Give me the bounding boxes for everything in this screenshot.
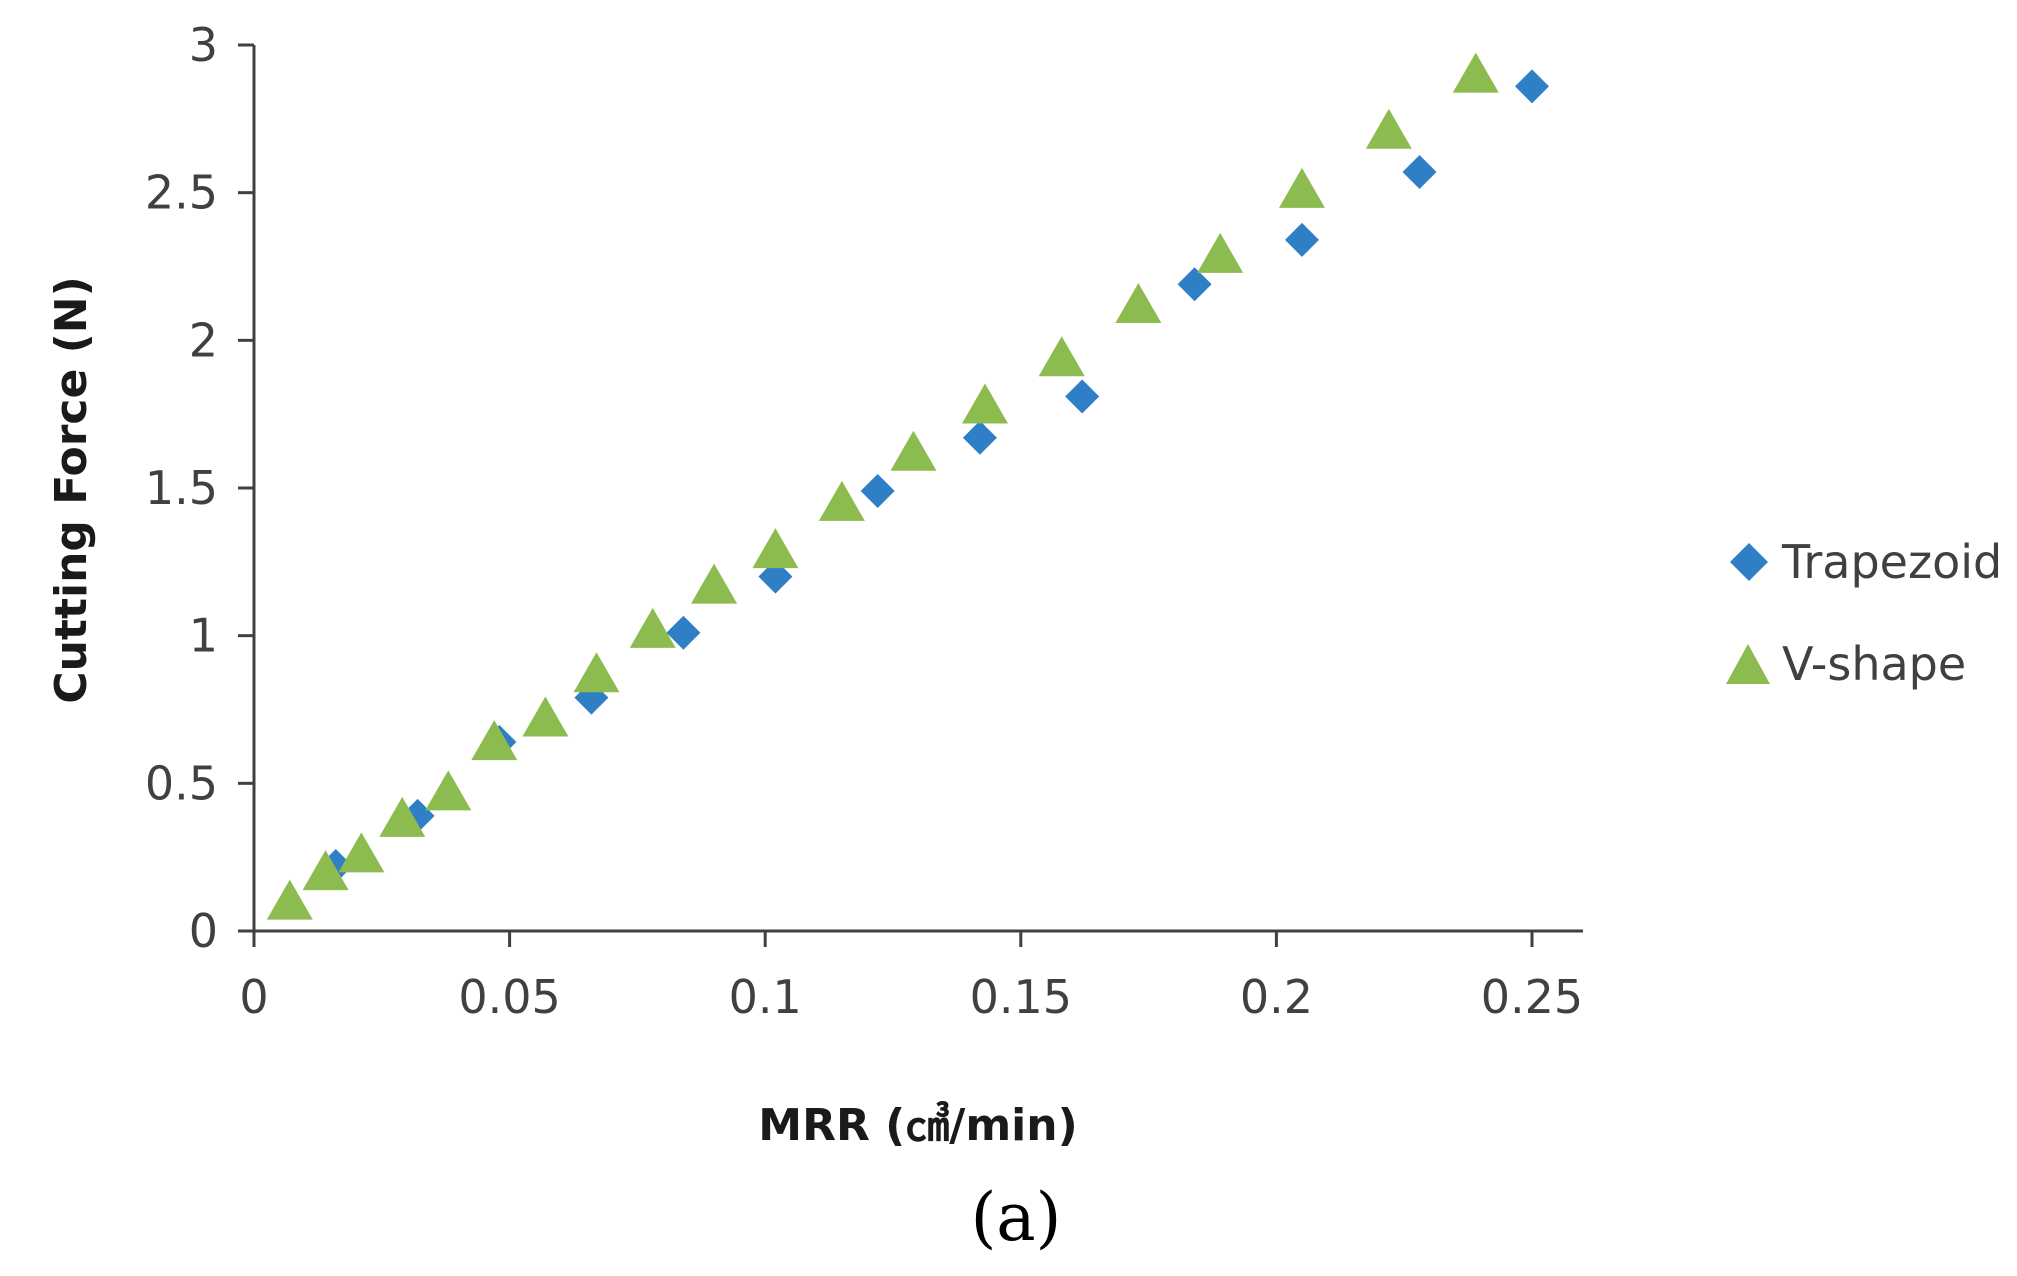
vshape-point: [818, 480, 865, 521]
vshape-point: [962, 383, 1009, 424]
trapezoid-point: [1284, 222, 1319, 257]
data-markers: [266, 52, 1549, 920]
vshape-point: [266, 879, 313, 920]
panel-label: (a): [971, 1179, 1062, 1256]
x-tick-label: 0.25: [1481, 970, 1583, 1024]
legend-trapezoid-marker: [1730, 543, 1768, 581]
vshape-point: [1452, 52, 1499, 93]
vshape-point: [1278, 167, 1325, 208]
vshape-point: [573, 652, 620, 693]
vshape-point: [1197, 232, 1244, 273]
vshape-point: [629, 607, 676, 648]
y-axis-title: Cutting Force (N): [46, 276, 97, 703]
x-tick-label: 0: [239, 970, 268, 1024]
vshape-point: [1115, 283, 1162, 324]
trapezoid-point: [1515, 69, 1549, 104]
vshape-point: [1038, 336, 1085, 377]
vshape-point: [890, 430, 937, 471]
vshape-point: [752, 528, 799, 569]
vshape-point: [379, 796, 426, 837]
legend-vshape-marker: [1726, 644, 1770, 684]
x-axis-title: MRR (㎤/min): [758, 1100, 1077, 1151]
vshape-point: [522, 696, 569, 737]
trapezoid-point: [1402, 154, 1437, 189]
x-tick-label: 0.05: [458, 970, 560, 1024]
x-axis-ticks: 0 0.05 0.1 0.15 0.2 0.25: [239, 931, 1583, 1024]
trapezoid-point: [666, 615, 701, 650]
legend: Trapezoid V-shape: [1726, 535, 2002, 691]
y-tick-label: 1: [189, 609, 218, 663]
legend-vshape-label: V-shape: [1782, 637, 1966, 691]
trapezoid-point: [1177, 267, 1212, 302]
vshape-point: [471, 720, 518, 761]
x-tick-label: 0.2: [1240, 970, 1313, 1024]
trapezoid-point: [1065, 379, 1100, 414]
y-tick-label: 1.5: [145, 461, 218, 515]
vshape-point: [1365, 108, 1412, 149]
vshape-point: [425, 770, 472, 811]
x-tick-label: 0.1: [729, 970, 802, 1024]
x-tick-label: 0.15: [970, 970, 1072, 1024]
y-tick-label: 0: [189, 904, 218, 958]
vshape-point: [302, 850, 349, 891]
vshape-point: [338, 832, 385, 873]
y-tick-label: 3: [189, 18, 218, 72]
vshape-point: [691, 563, 738, 604]
y-axis-ticks: 0 0.5 1 1.5 2 2.5 3: [145, 18, 254, 958]
trapezoid-point: [860, 473, 895, 508]
trapezoid-point: [962, 420, 997, 455]
legend-trapezoid-label: Trapezoid: [1781, 535, 2002, 589]
y-tick-label: 0.5: [145, 756, 218, 810]
y-tick-label: 2: [189, 313, 218, 367]
y-tick-label: 2.5: [145, 166, 218, 220]
